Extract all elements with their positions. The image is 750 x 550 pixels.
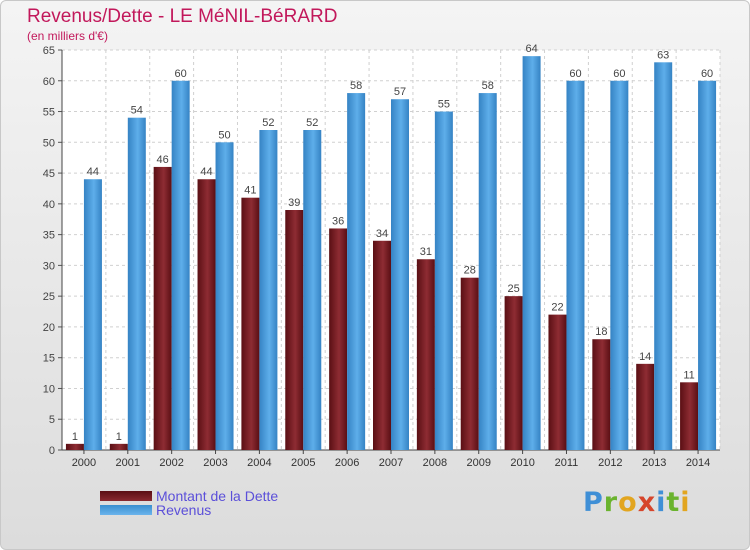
data-label-revenus: 60	[701, 68, 713, 80]
bar-revenus	[698, 80, 717, 451]
bar-revenus	[347, 93, 366, 451]
data-label-revenus: 63	[657, 49, 669, 61]
bar-dette	[65, 443, 84, 450]
bar-dette	[504, 296, 523, 450]
bar-dette	[636, 363, 655, 450]
data-label-revenus: 64	[525, 43, 537, 55]
y-tick-label: 65	[43, 45, 55, 57]
data-label-revenus: 60	[613, 68, 625, 80]
data-label-dette: 14	[639, 351, 651, 363]
bar-revenus	[478, 93, 497, 451]
x-tick-label: 2010	[510, 457, 534, 469]
bar-revenus	[171, 80, 190, 451]
data-label-revenus: 58	[482, 80, 494, 92]
bar-revenus	[610, 80, 629, 451]
bar-revenus	[654, 62, 673, 451]
data-label-revenus: 52	[306, 117, 318, 129]
data-label-revenus: 60	[569, 68, 581, 80]
x-tick-label: 2001	[116, 457, 140, 469]
x-tick-label: 2002	[159, 457, 183, 469]
bar-revenus	[83, 179, 102, 450]
data-label-dette: 44	[200, 166, 212, 178]
bar-revenus	[522, 56, 541, 451]
y-tick-label: 45	[43, 168, 55, 180]
y-tick-label: 10	[43, 383, 55, 395]
x-tick-label: 2009	[466, 457, 490, 469]
data-label-dette: 46	[157, 154, 169, 166]
x-tick-label: 2005	[291, 457, 315, 469]
legend-swatch-revenus	[100, 505, 152, 515]
bar-revenus	[566, 80, 585, 451]
bar-dette	[548, 314, 567, 450]
legend-swatch-dette	[100, 491, 152, 501]
bar-dette	[460, 277, 479, 450]
bar-dette	[285, 210, 304, 450]
x-tick-label: 2007	[379, 457, 403, 469]
data-label-dette: 18	[595, 326, 607, 338]
y-tick-label: 15	[43, 353, 55, 365]
data-label-revenus: 50	[218, 129, 230, 141]
data-label-dette: 41	[244, 185, 256, 197]
x-tick-label: 2014	[686, 457, 710, 469]
x-tick-label: 2008	[423, 457, 447, 469]
data-label-dette: 1	[116, 431, 122, 443]
bar-dette	[416, 259, 435, 450]
data-label-dette: 22	[551, 302, 563, 314]
data-label-revenus: 55	[438, 99, 450, 111]
bar-revenus	[434, 111, 453, 451]
data-label-dette: 25	[507, 283, 519, 295]
x-tick-label: 2000	[72, 457, 96, 469]
data-label-dette: 31	[420, 246, 432, 258]
data-label-revenus: 44	[87, 166, 99, 178]
x-tick-label: 2006	[335, 457, 359, 469]
x-tick-label: 2013	[642, 457, 666, 469]
data-label-dette: 39	[288, 197, 300, 209]
y-tick-label: 30	[43, 260, 55, 272]
bar-dette	[329, 228, 348, 450]
bar-dette	[373, 240, 391, 450]
bar-revenus	[215, 142, 234, 451]
y-tick-label: 0	[49, 445, 55, 457]
bar-dette	[241, 197, 260, 450]
data-label-revenus: 54	[131, 105, 143, 117]
y-tick-label: 35	[43, 230, 55, 242]
y-tick-label: 55	[43, 107, 55, 119]
data-label-revenus: 57	[394, 86, 406, 98]
bar-revenus	[127, 117, 146, 450]
bar-revenus	[303, 130, 322, 450]
x-tick-label: 2011	[555, 457, 579, 469]
bar-dette	[153, 166, 172, 450]
data-label-dette: 36	[332, 215, 344, 227]
y-tick-label: 5	[49, 414, 55, 426]
y-tick-label: 20	[43, 322, 55, 334]
y-tick-label: 60	[43, 76, 55, 88]
data-label-dette: 34	[376, 228, 388, 240]
bar-revenus	[259, 130, 278, 450]
legend-label-dette: Montant de la Dette	[156, 488, 279, 504]
bar-revenus	[391, 99, 409, 450]
proxiti-logo: Proxiti	[583, 487, 691, 518]
bar-dette	[592, 339, 611, 450]
x-tick-label: 2004	[247, 457, 271, 469]
legend-item-dette: Montant de la Dette	[100, 488, 278, 504]
data-label-revenus: 52	[262, 117, 274, 129]
data-label-dette: 28	[464, 265, 476, 277]
chart-subtitle: (en milliers d'€)	[27, 29, 108, 43]
y-tick-label: 40	[43, 199, 55, 211]
data-label-dette: 11	[683, 369, 694, 381]
bar-dette	[197, 179, 216, 450]
data-label-dette: 1	[72, 431, 78, 443]
y-tick-label: 25	[43, 291, 55, 303]
legend-label-revenus: Revenus	[156, 502, 212, 518]
chart-title: Revenus/Dette - LE MéNIL-BéRARD	[27, 6, 338, 27]
x-tick-label: 2012	[598, 457, 622, 469]
data-label-revenus: 60	[175, 68, 187, 80]
y-tick-label: 50	[43, 137, 55, 149]
legend-item-revenus: Revenus	[100, 502, 211, 518]
x-tick-label: 2003	[203, 457, 227, 469]
data-label-revenus: 58	[350, 80, 362, 92]
bar-dette	[680, 382, 699, 450]
bar-dette	[109, 443, 128, 450]
